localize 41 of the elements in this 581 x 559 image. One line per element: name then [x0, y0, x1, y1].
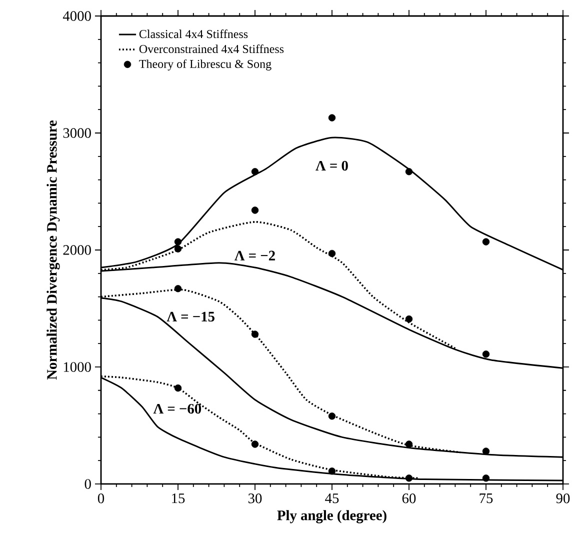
point: [405, 168, 413, 176]
point: [174, 285, 182, 292]
x-tick-label: 15: [172, 494, 185, 504]
point: [405, 315, 413, 323]
x-tick-label: 75: [480, 494, 493, 504]
annotation: Λ = −15: [166, 312, 214, 322]
point: [251, 330, 259, 338]
y-tick-label: 0: [84, 479, 91, 489]
point: [174, 384, 182, 392]
annotation: Λ = 0: [316, 160, 348, 171]
legend-label: Classical 4x4 Stiffness: [139, 30, 248, 38]
point: [251, 168, 259, 176]
y-tick-label: 2000: [63, 245, 91, 255]
x-tick-label: 60: [402, 494, 416, 504]
point: [482, 448, 490, 455]
legend-label: Theory of Librescu & Song: [139, 59, 272, 70]
point: [251, 206, 259, 214]
y-tick-label: 4000: [62, 11, 91, 21]
point: [328, 250, 336, 258]
point: [174, 245, 182, 252]
point: [482, 474, 490, 482]
x-tick-label: 0: [98, 494, 104, 504]
point: [482, 238, 490, 246]
legend-label: Overconstrained 4x4 Stiffness: [139, 44, 284, 54]
y-tick-label: 1000: [64, 362, 91, 372]
point: [405, 474, 413, 482]
point: [405, 440, 413, 448]
point: [174, 238, 182, 246]
y-tick-label: 3000: [63, 128, 91, 138]
point: [328, 468, 336, 475]
x-axis-title: Ply angle (degree): [277, 510, 386, 524]
point: [482, 350, 490, 358]
point: [328, 114, 336, 122]
annotation: Λ = −60: [153, 404, 202, 414]
point: [251, 440, 259, 448]
annotation: Λ = −2: [234, 250, 275, 260]
x-tick-label: 90: [556, 494, 570, 504]
x-tick-label: 30: [248, 494, 262, 504]
x-tick-label: 45: [325, 494, 339, 504]
y-axis-title: Normalized Divergence Dynamic Pressure: [46, 120, 60, 380]
point: [328, 412, 336, 420]
